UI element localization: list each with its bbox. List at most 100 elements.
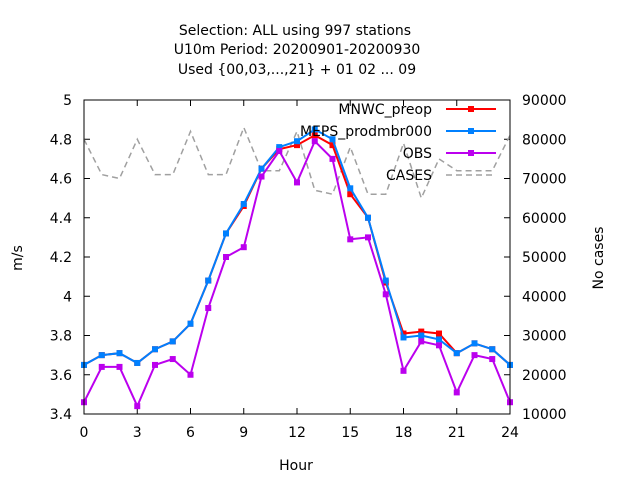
data-point [223,254,229,260]
x-tick-label: 15 [341,425,359,441]
x-tick-label: 24 [501,425,519,441]
y-tick-label: 3.8 [50,329,72,345]
data-point [453,350,460,357]
y2-tick-label: 60000 [522,211,567,227]
data-point [471,340,478,347]
series-mnwc-preop [81,132,513,368]
series-obs [81,138,513,410]
y2-axis-label: No cases [591,227,607,290]
y2-tick-label: 40000 [522,289,567,305]
data-point [276,148,283,155]
legend-label: OBS [403,146,432,162]
y2-tick-label: 80000 [522,132,567,148]
series-layer [81,125,513,410]
y-tick-label: 3.4 [50,407,72,423]
data-point [258,165,265,172]
x-tick-label: 18 [395,425,413,441]
y-axis-label: m/s [10,245,26,271]
data-point [294,142,300,149]
data-point [382,291,389,298]
y2-tick-label: 90000 [522,93,567,109]
y-tick-label: 4.4 [50,211,72,227]
legend-label: MEPS_prodmbr000 [300,124,432,140]
data-point [382,277,389,284]
legend-item: CASES [386,168,496,184]
data-point [311,132,318,139]
x-tick-label: 21 [448,425,466,441]
data-point [436,342,442,349]
data-point [329,136,336,143]
data-point [329,155,336,162]
data-point [418,332,425,339]
x-tick-label: 3 [133,425,142,441]
series-line-meps-prodmbr000 [83,128,511,366]
data-point [347,191,354,198]
chart-titles: Selection: ALL using 997 stations U10m P… [174,23,421,78]
y-tick-label: 4 [63,289,72,305]
data-point [436,330,442,337]
data-point [347,236,354,243]
data-point [471,352,478,359]
data-point [134,403,141,410]
data-point [116,350,123,357]
data-point [187,320,194,327]
data-point [169,356,176,363]
legend-item: MNWC_preop [338,102,496,118]
data-point [400,330,407,337]
x-tick-label: 0 [80,425,89,441]
data-point [400,334,407,341]
data-point [311,138,318,145]
legend-item: MEPS_prodmbr000 [300,124,496,140]
title-line-2: U10m Period: 20200901-20200930 [174,42,421,58]
data-point [116,363,123,370]
data-point [240,201,247,208]
data-point [311,126,318,133]
title-line-1: Selection: ALL using 997 stations [179,23,411,39]
data-point [152,346,158,353]
y-tick-label: 5 [63,93,72,109]
data-point [418,338,425,345]
series-line-cases [83,125,511,201]
data-point [276,144,283,151]
data-point [489,356,496,363]
y2-tick-label: 10000 [522,407,567,423]
x-tick-label: 6 [186,425,195,441]
plot-frame [83,99,511,415]
legend-marker [468,128,474,134]
data-point [223,230,229,237]
series-line-mnwc-preop [83,134,511,366]
legend-marker [468,150,474,156]
data-point [418,328,425,335]
data-point [365,214,371,221]
data-point [347,185,354,192]
data-point [187,371,194,378]
x-tick-label: 9 [239,425,248,441]
data-point [152,361,158,368]
data-point [436,336,442,343]
data-point [453,389,460,396]
data-point [294,179,300,186]
data-point [258,173,265,180]
data-point [489,346,496,353]
data-point [98,363,105,370]
y2-tick-label: 50000 [522,250,567,266]
y2-tick-label: 30000 [522,329,567,345]
data-point [169,338,176,345]
series-cases [83,125,511,201]
y-tick-label: 4.6 [50,172,72,188]
data-point [134,359,141,366]
x-tick-label: 12 [288,425,306,441]
y-tick-label: 4.8 [50,132,72,148]
data-point [205,305,212,312]
legend-label: MNWC_preop [338,102,432,118]
data-point [98,352,105,359]
y2-tick-label: 20000 [522,368,567,384]
title-line-3: Used {00,03,...,21} + 01 02 ... 09 [178,62,416,78]
legend-label: CASES [386,168,432,184]
legend: MNWC_preop MEPS_prodmbr000 OBS CASES [300,102,496,184]
series-meps-prodmbr000 [81,126,513,368]
data-point [400,367,407,374]
data-point [365,234,371,241]
axis-ticks: 0 3 6 9 12 15 18 21 24 3.4 3.6 3.8 4 4.2 4.4 4.6 4.8 5 100… [50,93,567,441]
data-point [205,277,212,284]
